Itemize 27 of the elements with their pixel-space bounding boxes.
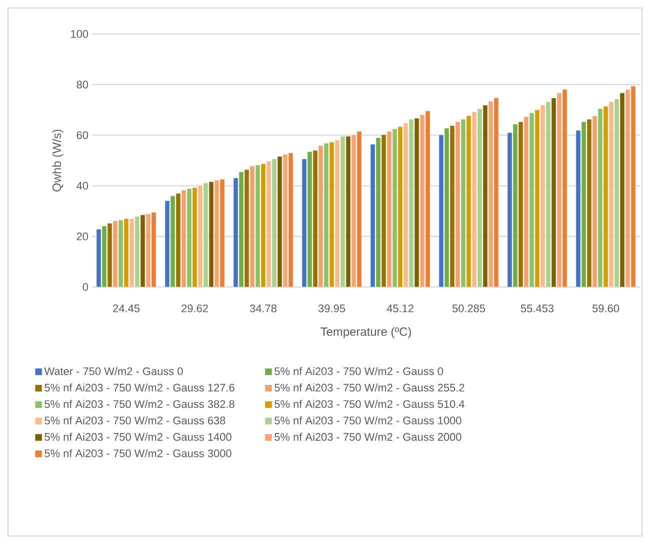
x-tick-label: 50.285 xyxy=(452,304,486,312)
y-tick-label: 80 xyxy=(76,80,88,88)
y-tick-label: 20 xyxy=(76,232,88,240)
x-tick-label: 55.453 xyxy=(520,304,554,312)
x-tick-label: 34.78 xyxy=(250,304,276,312)
legend-label: 5% nf Ai203 - 750 W/m2 - Gauss 382.8 xyxy=(44,400,234,408)
y-axis-title: Qwhb (W/s) xyxy=(52,130,64,192)
legend-label: 5% nf Ai203 - 750 W/m2 - Gauss 638 xyxy=(44,416,226,424)
x-tick-label: 39.95 xyxy=(318,304,345,312)
legend-label: Water - 750 W/m2 - Gauss 0 xyxy=(44,367,183,376)
legend-label: 5% nf Ai203 - 750 W/m2 - Gauss 1400 xyxy=(44,432,232,441)
y-tick-label: 40 xyxy=(76,182,88,190)
x-tick-label: 59.60 xyxy=(592,304,620,312)
legend-label: 5% nf Ai203 - 750 W/m2 - Gauss 3000 xyxy=(44,449,232,458)
legend-label: 5% nf Ai203 - 750 W/m2 - Gauss 127.6 xyxy=(44,383,234,392)
x-tick-label: 45.12 xyxy=(386,304,414,312)
legend-label: 5% nf Ai203 - 750 W/m2 - Gauss 255.2 xyxy=(274,383,464,392)
y-tick-label: 60 xyxy=(76,131,88,140)
y-tick-label: 100 xyxy=(71,30,88,38)
legend-label: 5% nf Ai203 - 750 W/m2 - Gauss 2000 xyxy=(274,432,462,441)
legend-label: 5% nf Ai203 - 750 W/m2 - Gauss 0 xyxy=(274,367,444,376)
legend-label: 5% nf Ai203 - 750 W/m2 - Gauss 1000 xyxy=(274,416,462,424)
x-tick-label: 24.45 xyxy=(113,304,140,312)
legend-label: 5% nf Ai203 - 750 W/m2 - Gauss 510.4 xyxy=(274,400,464,408)
x-tick-label: 29.62 xyxy=(182,304,208,312)
y-tick-label: 0 xyxy=(82,283,88,291)
x-axis-title: Temperature (ºC) xyxy=(320,327,411,338)
